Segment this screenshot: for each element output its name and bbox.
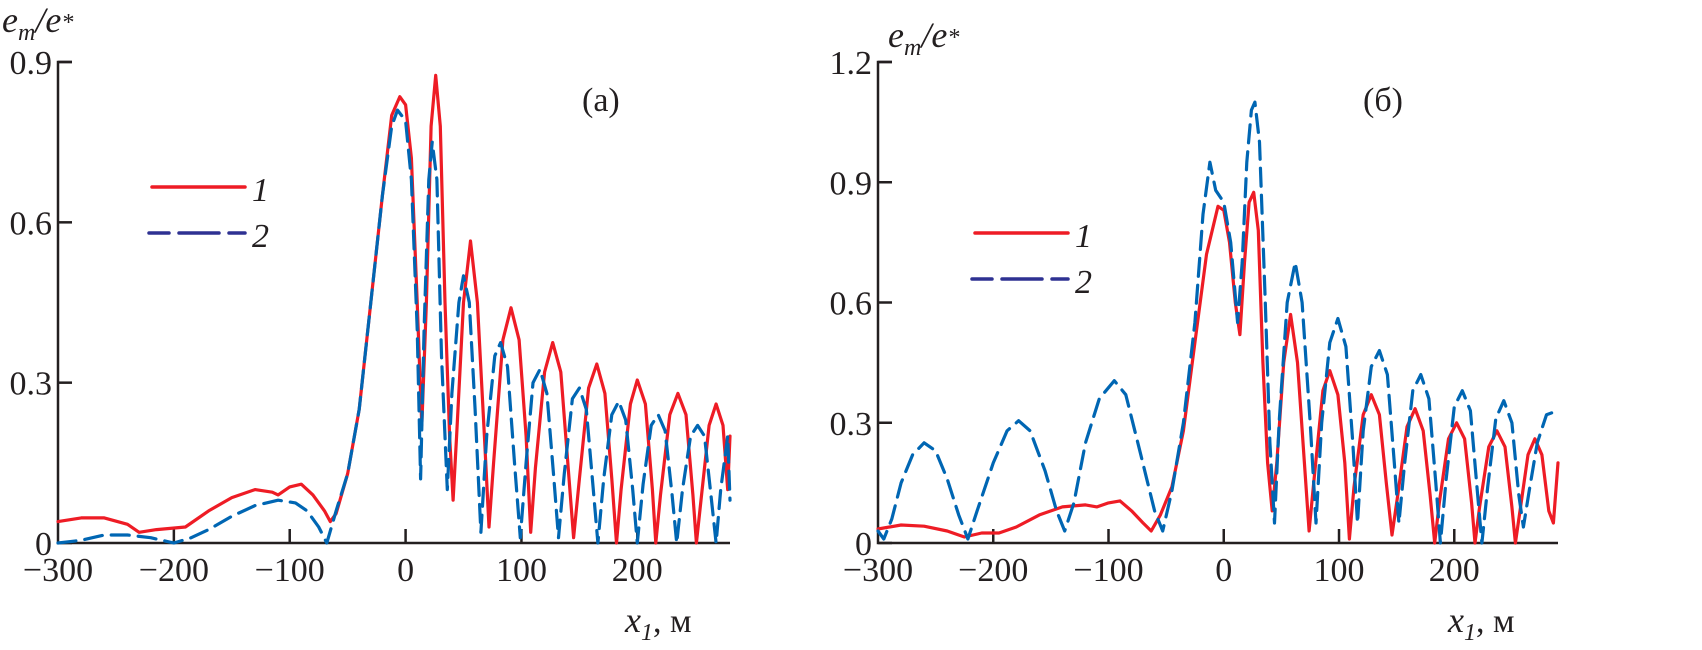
svg-text:em/e*: em/e* [2, 0, 73, 46]
axis-frame [876, 60, 1558, 545]
legend-label: 1 [1075, 218, 1092, 255]
x-tick-label: 0 [397, 552, 414, 589]
y-tick-label: 0.6 [10, 205, 53, 242]
y-tick-label: 0.3 [10, 366, 53, 403]
series-line-2 [56, 108, 732, 545]
x-tick-label: 200 [612, 552, 663, 589]
y-tick-label: 0 [855, 526, 872, 563]
x-tick-label: 100 [1314, 552, 1365, 589]
axis-frame [56, 60, 730, 545]
legend-a: 12 [147, 172, 269, 255]
legend-label: 2 [252, 218, 269, 255]
x-tick-label: −300 [23, 552, 93, 589]
panel-a: em/e* (а) 00.30.60.9−300 −200 −100 0 100 200 … [2, 0, 732, 646]
series-line-2 [876, 100, 1560, 545]
series-line-1 [876, 190, 1560, 545]
x-tick-label: −300 [843, 552, 913, 589]
legend-item: 2 [147, 218, 269, 255]
legend-item: 2 [970, 264, 1092, 301]
y-axis-title-b: em/e* [888, 15, 959, 61]
x-axis-title-a: x1, м [624, 600, 692, 646]
x-tick-label: 0 [1215, 552, 1232, 589]
x-tick-label: −100 [1073, 552, 1143, 589]
y-tick-label: 0.9 [10, 45, 53, 82]
y-tick-label: 0.3 [830, 406, 873, 443]
y-axis-title-a: em/e* [2, 0, 73, 46]
panel-b: em/e* (б) 0 0.3 0.6 0.9 1.2 −300 −200 −100 0 100 2… [830, 15, 1560, 646]
x-axis-title-b: x1, м [1447, 600, 1515, 646]
x-tick-label: −200 [139, 552, 209, 589]
panel-label-a: (а) [582, 82, 620, 119]
svg-text:em/e*: em/e* [888, 15, 959, 61]
legend-label: 2 [1075, 264, 1092, 301]
legend-label: 1 [252, 172, 269, 209]
y-tick-label: 0 [35, 526, 52, 563]
legend-item: 1 [973, 218, 1092, 255]
x-tick-label: −200 [958, 552, 1028, 589]
y-tick-label: 0.6 [830, 286, 873, 323]
svg-text:x1, м: x1, м [1447, 600, 1515, 646]
x-tick-label: −100 [255, 552, 325, 589]
y-tick-label: 1.2 [830, 45, 873, 82]
legend-b: 12 [970, 218, 1092, 301]
x-tick-label: 100 [496, 552, 547, 589]
panel-label-b: (б) [1363, 82, 1403, 119]
svg-text:x1, м: x1, м [624, 600, 692, 646]
y-tick-label: 0.9 [830, 165, 873, 202]
series-line-1 [56, 73, 732, 545]
x-tick-label: 200 [1429, 552, 1480, 589]
legend-item: 1 [150, 172, 269, 209]
